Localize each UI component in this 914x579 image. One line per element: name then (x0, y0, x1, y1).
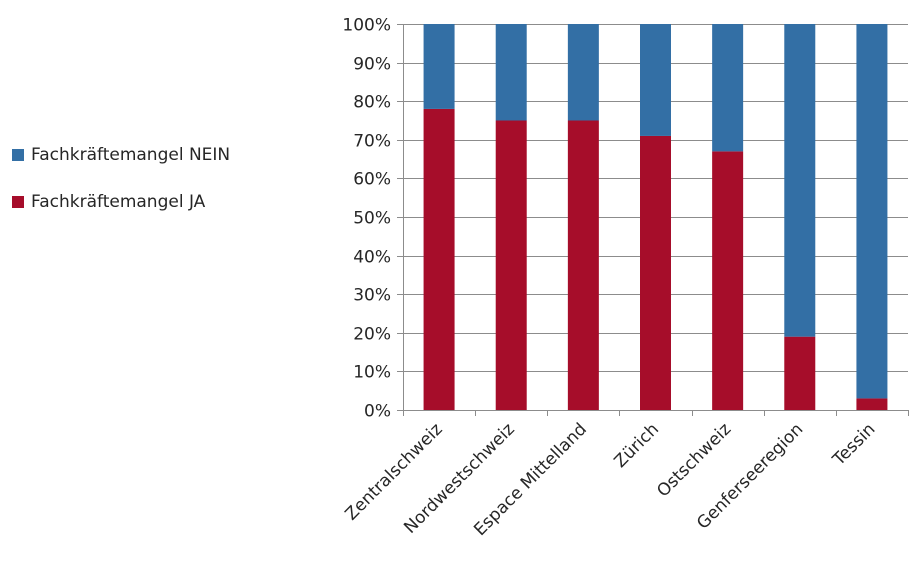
legend-label-nein: Fachkräftemangel NEIN (31, 145, 231, 165)
y-tick-label-0: 0% (364, 402, 391, 422)
legend: Fachkräftemangel NEIN Fachkräftemangel J… (12, 143, 230, 237)
category-label-3: Zürich (611, 419, 664, 472)
legend-label-ja: Fachkräftemangel JA (31, 192, 206, 212)
bar-ja-5 (784, 336, 816, 410)
y-tick-label-5: 50% (353, 209, 391, 229)
y-tick-label-7: 70% (353, 132, 391, 152)
y-tick-label-6: 60% (353, 170, 391, 190)
bar-ja-3 (640, 135, 671, 410)
bar-nein-1 (495, 24, 527, 121)
y-tick-label-3: 30% (353, 286, 391, 306)
legend-item-ja: Fachkräftemangel JA (12, 190, 230, 214)
bar-ja-0 (423, 108, 455, 411)
bar-ja-1 (495, 120, 527, 410)
y-tick-label-4: 40% (353, 248, 391, 268)
category-label-6: Tessin (828, 419, 879, 470)
legend-swatch-nein (12, 149, 24, 161)
bar-nein-3 (640, 24, 671, 136)
bar-ja-6 (856, 398, 888, 410)
axes (397, 24, 909, 416)
y-tick-label-2: 20% (353, 325, 391, 345)
bar-ja-4 (712, 151, 744, 410)
y-tick-label-8: 80% (353, 93, 391, 113)
bar-nein-0 (423, 24, 455, 109)
y-tick-label-9: 90% (353, 55, 391, 75)
bar-nein-6 (856, 24, 888, 399)
legend-swatch-ja (12, 196, 24, 208)
y-tick-label-10: 100% (342, 16, 391, 36)
bar-ja-2 (567, 120, 599, 410)
legend-item-nein: Fachkräftemangel NEIN (12, 143, 230, 167)
bar-nein-2 (567, 24, 599, 121)
bar-nein-4 (712, 24, 744, 152)
y-tick-label-1: 10% (353, 363, 391, 383)
bar-nein-5 (784, 24, 816, 337)
bars (423, 24, 888, 411)
